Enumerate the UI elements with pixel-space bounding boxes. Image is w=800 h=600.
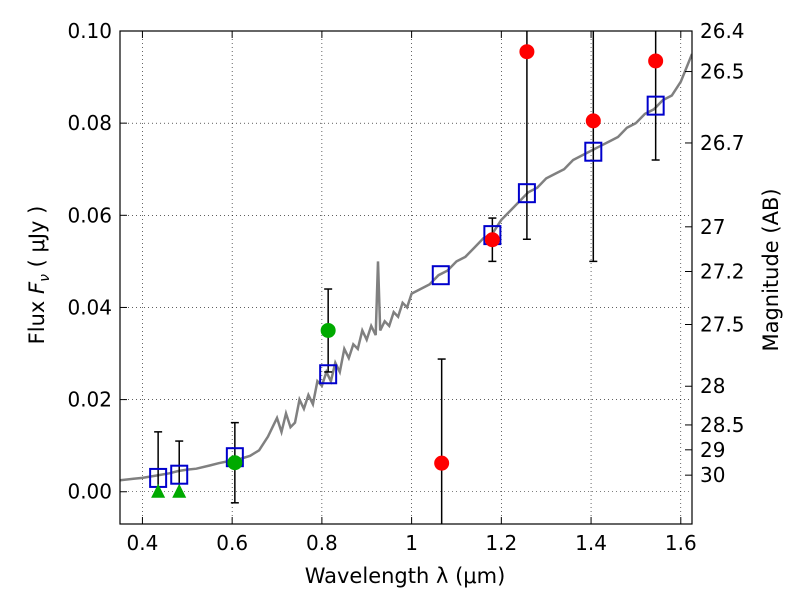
model-square [646,95,665,116]
y-tick-label: 0.00 [67,480,112,504]
plot-area [120,31,692,524]
x-axis-title: Wavelength λ (μm) [305,564,506,588]
right-tick-label: 29 [700,438,725,462]
spectrum-line [120,53,692,482]
x-tick-label: 0.8 [306,531,338,555]
x-tick-label: 0.4 [127,531,159,555]
right-tick-label: 30 [700,463,725,487]
model-square [517,183,536,204]
model-square [431,265,450,286]
right-tick-label: 27.5 [700,312,745,336]
y-tick-label: 0.02 [67,388,112,412]
x-tick-label: 0.6 [216,531,248,555]
x-tick-label: 1 [405,531,418,555]
x-tick-label: 1.2 [485,531,517,555]
right-axis-title: Magnitude (AB) [759,188,783,351]
y-tick-label: 0.08 [67,111,112,135]
y-axis-title-subscript: ν [37,274,53,282]
right-tick-label: 27 [700,215,725,239]
y-axis-title-suffix: ( μJy ) [25,206,49,274]
data-point [434,455,450,471]
axis-ticks: 0.4 0.6 0.8 1 1.2 1.4 1.6 0.00 0.02 0.04 0.06 0.08 0… [67,19,744,555]
upper-limit-marker [172,483,187,498]
data-point [320,322,336,338]
y-tick-label: 0.06 [67,203,112,227]
y-tick-label: 0.10 [67,19,112,43]
data-point [585,113,601,129]
right-tick-label: 27.2 [700,260,745,284]
right-tick-label: 26.7 [700,131,745,155]
y-axis-title-prefix: Flux [25,294,49,344]
plot-clipped [120,31,692,524]
plot-frame [119,30,693,525]
data-point [519,44,535,60]
y-axis-title: Flux Fν ( μJy ) [25,206,53,345]
model-square [170,464,189,485]
data-point [227,455,243,471]
right-tick-label: 28 [700,374,725,398]
right-tick-label: 28.5 [700,413,745,437]
right-tick-label: 26.4 [700,19,745,43]
y-axis-title-symbol: F [25,281,49,294]
data-point [484,232,500,248]
right-tick-label: 26.5 [700,60,745,84]
upper-limit-marker [151,483,166,498]
x-tick-label: 1.4 [575,531,607,555]
model-square [584,141,603,162]
data-point [648,53,664,69]
model-square [319,364,338,385]
y-tick-label: 0.04 [67,295,112,319]
x-tick-label: 1.6 [665,531,697,555]
